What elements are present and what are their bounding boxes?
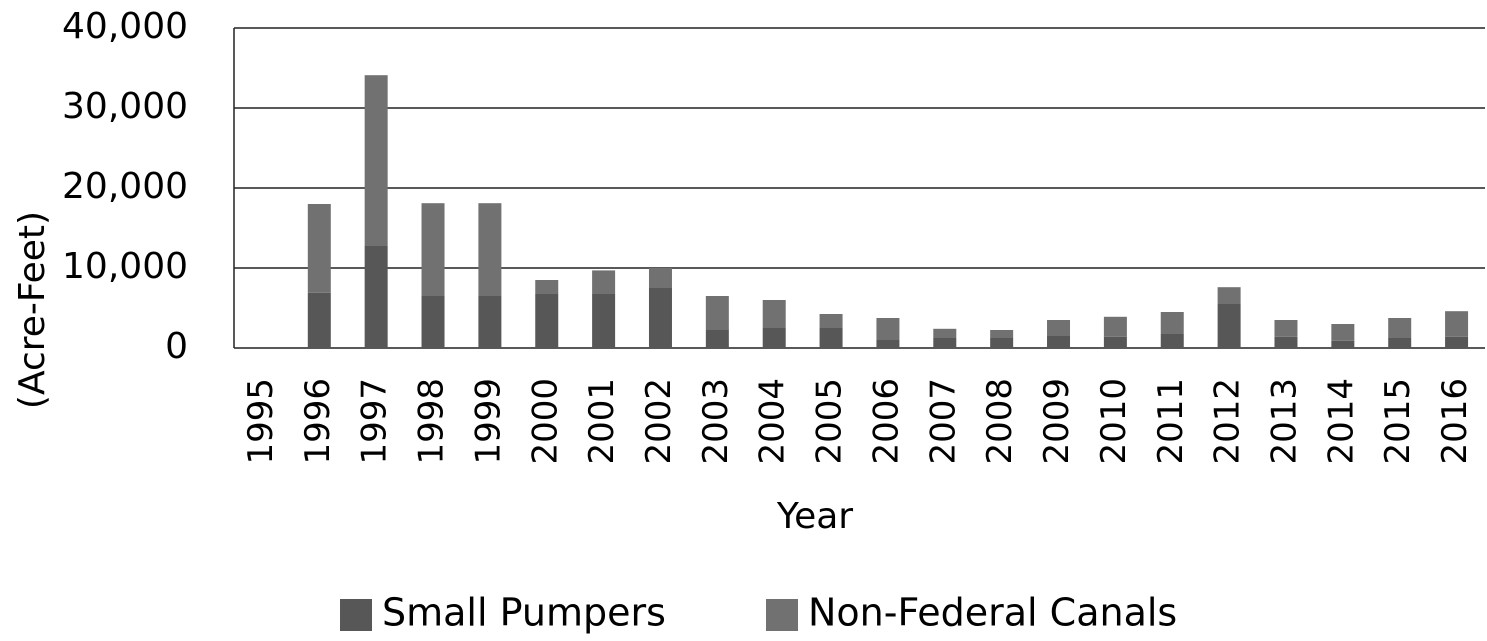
bar-segment (1160, 334, 1184, 348)
x-tick-label: 2016 (1435, 378, 1475, 465)
bar-segment (1217, 287, 1241, 304)
bar-segment (307, 204, 331, 293)
y-axis-title: (Acre-Feet) (12, 211, 53, 409)
bar-segment (478, 203, 502, 296)
y-tick-label: 30,000 (62, 86, 188, 127)
bar-segment (1160, 312, 1184, 334)
bar-segment (535, 280, 559, 294)
x-axis-title: Year (776, 496, 853, 537)
x-tick-label: 1996 (298, 378, 338, 465)
bar-segment (421, 295, 445, 348)
legend-label: Non-Federal Canals (808, 591, 1177, 635)
x-tick-label: 2008 (980, 378, 1020, 465)
bar-segment (819, 314, 843, 328)
bar-segment (705, 330, 729, 348)
bar-segment (364, 75, 388, 246)
bar-segment (990, 338, 1014, 348)
bar-segment (478, 295, 502, 348)
x-tick-label: 2012 (1208, 378, 1248, 465)
bar-segment (364, 246, 388, 348)
x-tick-label: 2004 (753, 378, 793, 465)
bar-segment (592, 294, 616, 348)
x-tick-label: 2011 (1151, 378, 1191, 465)
bar-segment (1217, 303, 1241, 348)
bar-segment (933, 328, 957, 338)
legend-label: Small Pumpers (382, 591, 666, 635)
x-tick-label: 2010 (1094, 378, 1134, 465)
bar-segment (819, 328, 843, 348)
x-tick-label: 1998 (412, 378, 452, 465)
bar-segment (648, 288, 672, 348)
bar-segment (1331, 340, 1355, 348)
x-tick-label: 1999 (468, 378, 508, 465)
bar-segment (1388, 338, 1412, 348)
x-tick-label: 2003 (696, 378, 736, 465)
legend-swatch (340, 599, 372, 631)
bar-segment (1047, 335, 1071, 348)
bar-segment (1274, 320, 1298, 337)
y-tick-label: 40,000 (62, 6, 188, 47)
x-tick-label: 2014 (1321, 378, 1361, 465)
x-tick-label: 2005 (810, 378, 850, 465)
bar-segment (1388, 318, 1412, 338)
bar-segment (876, 339, 900, 348)
bar-segment (762, 328, 786, 348)
bar-segment (1047, 320, 1071, 336)
bar-segment (1103, 336, 1127, 348)
bar-segment (1445, 336, 1469, 348)
y-tick-label: 20,000 (62, 166, 188, 207)
legend-swatch (766, 599, 798, 631)
bar-segment (1445, 311, 1469, 337)
y-tick-label: 10,000 (62, 246, 188, 287)
x-tick-label: 2007 (923, 378, 963, 465)
x-tick-label: 1997 (355, 378, 395, 465)
x-tick-label: 2002 (639, 378, 679, 465)
bar-segment (592, 270, 616, 294)
x-tick-label: 2009 (1037, 378, 1077, 465)
x-tick-label: 2013 (1264, 378, 1304, 465)
x-tick-label: 2000 (525, 378, 565, 465)
bar-segment (762, 300, 786, 328)
x-tick-label: 2015 (1378, 378, 1418, 465)
bar-segment (933, 338, 957, 348)
x-tick-label: 1995 (241, 378, 281, 465)
bar-segment (1274, 336, 1298, 348)
bar-segment (535, 294, 559, 348)
bar-segment (1331, 324, 1355, 341)
y-tick-label: 0 (165, 326, 188, 367)
x-tick-label: 2001 (582, 378, 622, 465)
bar-segment (876, 318, 900, 340)
bar-segment (307, 292, 331, 348)
bar-segment (421, 203, 445, 296)
bar-segment (648, 268, 672, 288)
bar-segment (705, 296, 729, 330)
x-tick-label: 2006 (866, 378, 906, 465)
bar-segment (1103, 316, 1127, 337)
bar-segment (990, 330, 1014, 338)
